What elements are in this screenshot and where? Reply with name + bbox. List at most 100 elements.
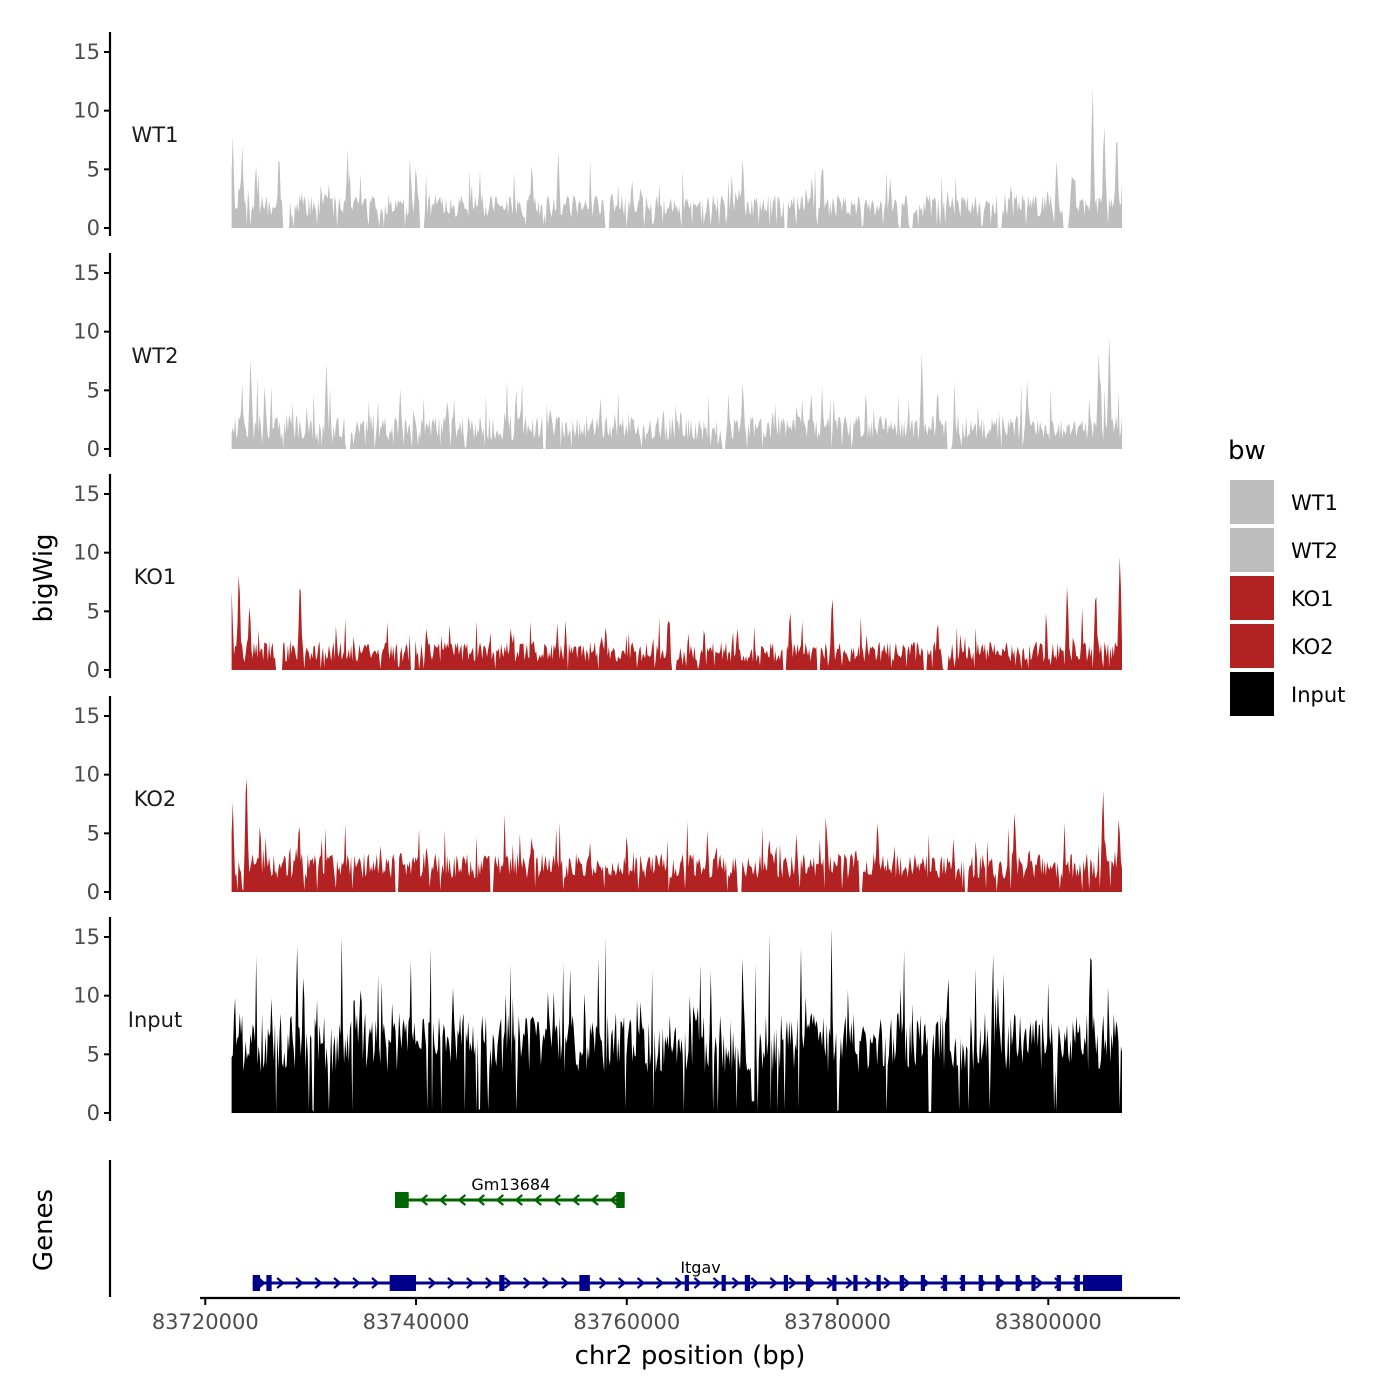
strand-chevron (257, 1277, 266, 1289)
strand-chevron (495, 1194, 504, 1206)
gene-exon (744, 1275, 751, 1291)
gene-exon (805, 1275, 811, 1291)
strand-chevron (438, 1194, 448, 1206)
legend-label-wt1: WT1 (1291, 491, 1338, 515)
track-input: 0 5 10 15 Input (73, 917, 1123, 1125)
y-tick-label: 0 (87, 880, 100, 904)
y-tick-label: 10 (73, 320, 100, 344)
track-label-wt2: WT2 (132, 344, 179, 368)
strand-chevron (902, 1277, 911, 1289)
y-tick-label: 5 (87, 1042, 100, 1066)
track-label-wt1: WT1 (132, 123, 179, 147)
strand-chevron (533, 1194, 542, 1206)
gene-exon (389, 1275, 417, 1291)
strand-chevron (693, 1277, 703, 1289)
strand-chevron (447, 1277, 456, 1289)
x-tick-label: 83740000 (363, 1310, 470, 1334)
legend-label-wt2: WT2 (1291, 539, 1338, 563)
track-ko1: 0 5 10 15 KO1 (73, 474, 1123, 682)
gene-exon (1083, 1275, 1123, 1291)
gene-exon (1074, 1275, 1080, 1291)
y-tick-label: 15 (73, 482, 100, 506)
y-tick-label: 10 (73, 763, 100, 787)
strand-chevron (617, 1277, 627, 1289)
strand-chevron (552, 1194, 561, 1206)
y-tick-label: 10 (73, 984, 100, 1008)
legend-label-ko2: KO2 (1291, 635, 1334, 659)
strand-chevron (476, 1194, 486, 1206)
strand-chevron (655, 1277, 665, 1289)
strand-chevron (457, 1194, 467, 1206)
strand-chevron (514, 1194, 523, 1206)
gene-exon (579, 1275, 590, 1291)
legend-swatch-input (1230, 672, 1274, 716)
gene-exon (252, 1275, 261, 1291)
x-axis: 83720000 83740000 83760000 83780000 83800000 (152, 1296, 1180, 1334)
strand-chevron (788, 1277, 797, 1289)
gene-exon (1056, 1275, 1061, 1291)
strand-chevron (712, 1277, 722, 1289)
gene-exon (783, 1275, 788, 1291)
strand-chevron (371, 1277, 380, 1289)
gene-exon (721, 1275, 726, 1291)
y-tick-label: 0 (87, 1101, 100, 1125)
gene-exon (876, 1275, 881, 1291)
track-label-ko1: KO1 (134, 565, 177, 589)
gene-exon (684, 1275, 689, 1291)
legend-swatch-ko2 (1230, 624, 1274, 668)
y-tick-label: 0 (87, 216, 100, 240)
strand-chevron (883, 1277, 892, 1289)
coverage-area-input (231, 927, 1123, 1113)
y-tick-label: 5 (87, 378, 100, 402)
gene-exon (832, 1275, 837, 1291)
strand-chevron (590, 1194, 599, 1206)
strand-chevron (609, 1194, 618, 1206)
y-axis-title: bigWig (29, 533, 59, 622)
gene-exon (960, 1275, 966, 1291)
legend-title: bw (1228, 436, 1266, 466)
strand-chevron (276, 1277, 285, 1289)
strand-chevron (466, 1277, 475, 1289)
gene-exon (266, 1275, 272, 1291)
coverage-area-ko2 (231, 778, 1123, 892)
strand-chevron (419, 1194, 429, 1206)
x-axis-title: chr2 position (bp) (575, 1341, 806, 1371)
gene-exon (942, 1275, 948, 1291)
y-tick-label: 0 (87, 658, 100, 682)
x-tick-label: 83720000 (152, 1310, 259, 1334)
strand-chevron (560, 1277, 570, 1289)
y-tick-label: 5 (87, 157, 100, 181)
x-tick-label: 83760000 (573, 1310, 680, 1334)
y-tick-label: 15 (73, 261, 100, 285)
track-wt2: 0 5 10 15 WT2 (73, 253, 1123, 461)
gene-exon (1031, 1275, 1036, 1291)
legend-label-ko1: KO1 (1291, 587, 1334, 611)
legend-swatch-wt1 (1230, 480, 1274, 524)
y-tick-label: 15 (73, 40, 100, 64)
strand-chevron (523, 1277, 532, 1289)
track-label-ko2: KO2 (134, 787, 177, 811)
y-tick-label: 15 (73, 925, 100, 949)
strand-chevron (504, 1277, 513, 1289)
gene-exon (995, 1275, 1000, 1291)
gene-exon (899, 1275, 904, 1291)
strand-chevron (674, 1277, 684, 1289)
strand-chevron (571, 1194, 580, 1206)
gene-exon (616, 1192, 625, 1208)
strand-chevron (731, 1277, 741, 1289)
coverage-tracks: 0 5 10 15 WT1 0 5 10 15 WT2 0 5 10 15 KO1 0 5 10 15 KO2 0 5 10… (73, 32, 1123, 1125)
gene-exon (394, 1192, 409, 1208)
strand-chevron (333, 1277, 342, 1289)
y-tick-label: 10 (73, 99, 100, 123)
coverage-area-ko1 (231, 556, 1123, 670)
coverage-area-wt2 (231, 337, 1123, 449)
coverage-area-wt1 (231, 86, 1123, 228)
strand-chevron (845, 1277, 854, 1289)
x-tick-label: 83780000 (784, 1310, 891, 1334)
strand-chevron (541, 1277, 551, 1289)
strand-chevron (295, 1277, 304, 1289)
strand-chevron (1035, 1277, 1044, 1289)
strand-chevron (636, 1277, 646, 1289)
strand-chevron (314, 1277, 323, 1289)
legend-swatch-wt2 (1230, 528, 1274, 572)
